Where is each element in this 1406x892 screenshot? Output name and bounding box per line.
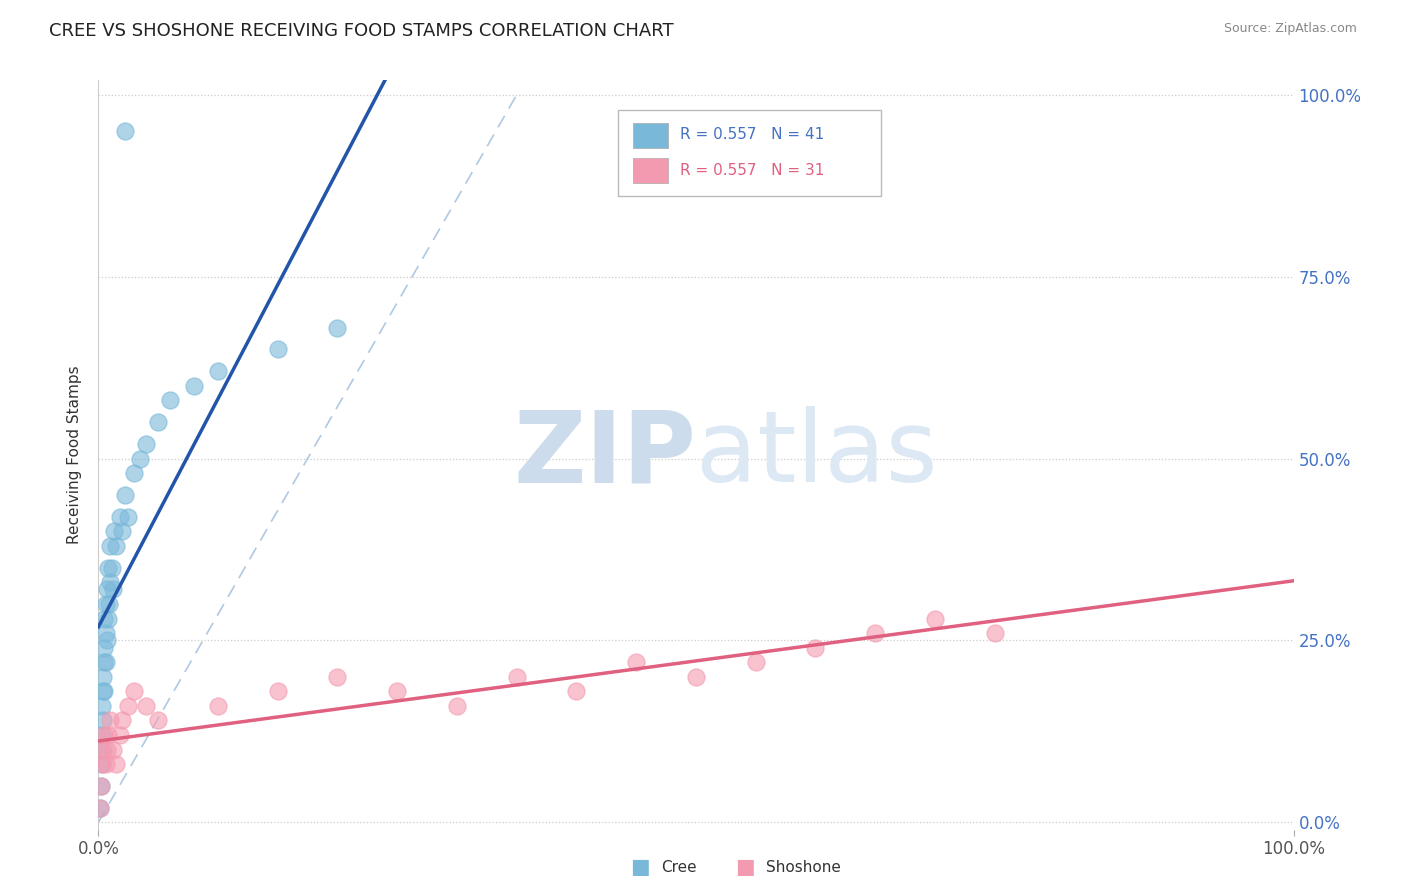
Text: Shoshone: Shoshone <box>766 860 841 874</box>
Point <box>101 742 124 756</box>
Point <box>924 611 946 625</box>
Point <box>101 582 124 597</box>
Point <box>105 757 128 772</box>
Bar <box>633 123 668 148</box>
Point <box>114 124 136 138</box>
Text: ZIP: ZIP <box>513 407 696 503</box>
Point <box>94 757 117 772</box>
Point <box>90 742 112 756</box>
Point <box>91 698 114 713</box>
Point <box>94 655 117 669</box>
Point <box>114 488 136 502</box>
Point <box>159 393 181 408</box>
Point <box>90 779 112 793</box>
Point <box>89 801 111 815</box>
Point <box>97 611 120 625</box>
Text: R = 0.557   N = 41: R = 0.557 N = 41 <box>681 128 825 143</box>
Y-axis label: Receiving Food Stamps: Receiving Food Stamps <box>67 366 83 544</box>
Point <box>91 728 114 742</box>
Point <box>685 670 707 684</box>
Point <box>91 670 114 684</box>
Point <box>96 633 118 648</box>
Text: ■: ■ <box>630 857 650 877</box>
Point <box>804 640 827 655</box>
Point <box>148 415 170 429</box>
Text: Source: ZipAtlas.com: Source: ZipAtlas.com <box>1223 22 1357 36</box>
Point <box>98 539 122 553</box>
Point <box>129 451 152 466</box>
Text: Cree: Cree <box>661 860 696 874</box>
Point <box>446 698 468 713</box>
Point <box>135 437 157 451</box>
Point <box>565 684 588 698</box>
Point <box>183 379 205 393</box>
Text: ■: ■ <box>735 857 755 877</box>
Text: CREE VS SHOSHONE RECEIVING FOOD STAMPS CORRELATION CHART: CREE VS SHOSHONE RECEIVING FOOD STAMPS C… <box>49 22 673 40</box>
Point <box>91 684 114 698</box>
Point <box>97 728 120 742</box>
Point <box>385 684 409 698</box>
Point <box>93 728 115 742</box>
Point <box>111 524 134 539</box>
Text: R = 0.557   N = 31: R = 0.557 N = 31 <box>681 163 825 178</box>
Point <box>98 714 122 728</box>
Point <box>865 626 887 640</box>
Point <box>105 539 128 553</box>
Point <box>207 698 229 713</box>
Point <box>98 597 121 611</box>
Point <box>91 757 114 772</box>
FancyBboxPatch shape <box>619 111 882 196</box>
Point <box>103 524 125 539</box>
Point <box>97 560 120 574</box>
Point <box>93 655 115 669</box>
Point <box>90 779 112 793</box>
Point <box>94 597 117 611</box>
Point <box>506 670 529 684</box>
Point <box>111 714 134 728</box>
Point <box>108 728 131 742</box>
Point <box>91 714 114 728</box>
Point <box>326 320 349 334</box>
Point <box>267 343 290 357</box>
Point <box>108 509 131 524</box>
Point <box>94 626 117 640</box>
Bar <box>633 158 668 183</box>
Point <box>89 801 111 815</box>
Point <box>93 684 115 698</box>
Point <box>135 698 157 713</box>
Text: atlas: atlas <box>696 407 938 503</box>
Point <box>98 575 122 590</box>
Point <box>148 714 170 728</box>
Point <box>91 742 114 756</box>
Point <box>626 655 648 669</box>
Point <box>207 364 229 378</box>
Point <box>984 626 1007 640</box>
Point <box>117 509 139 524</box>
Point <box>96 742 118 756</box>
Point <box>91 757 114 772</box>
Point <box>117 698 139 713</box>
Point <box>745 655 768 669</box>
Point <box>93 640 115 655</box>
Point <box>96 582 118 597</box>
Point <box>100 560 122 574</box>
Point <box>267 684 290 698</box>
Point <box>124 466 146 480</box>
Point <box>124 684 146 698</box>
Point <box>326 670 349 684</box>
Point <box>93 611 115 625</box>
